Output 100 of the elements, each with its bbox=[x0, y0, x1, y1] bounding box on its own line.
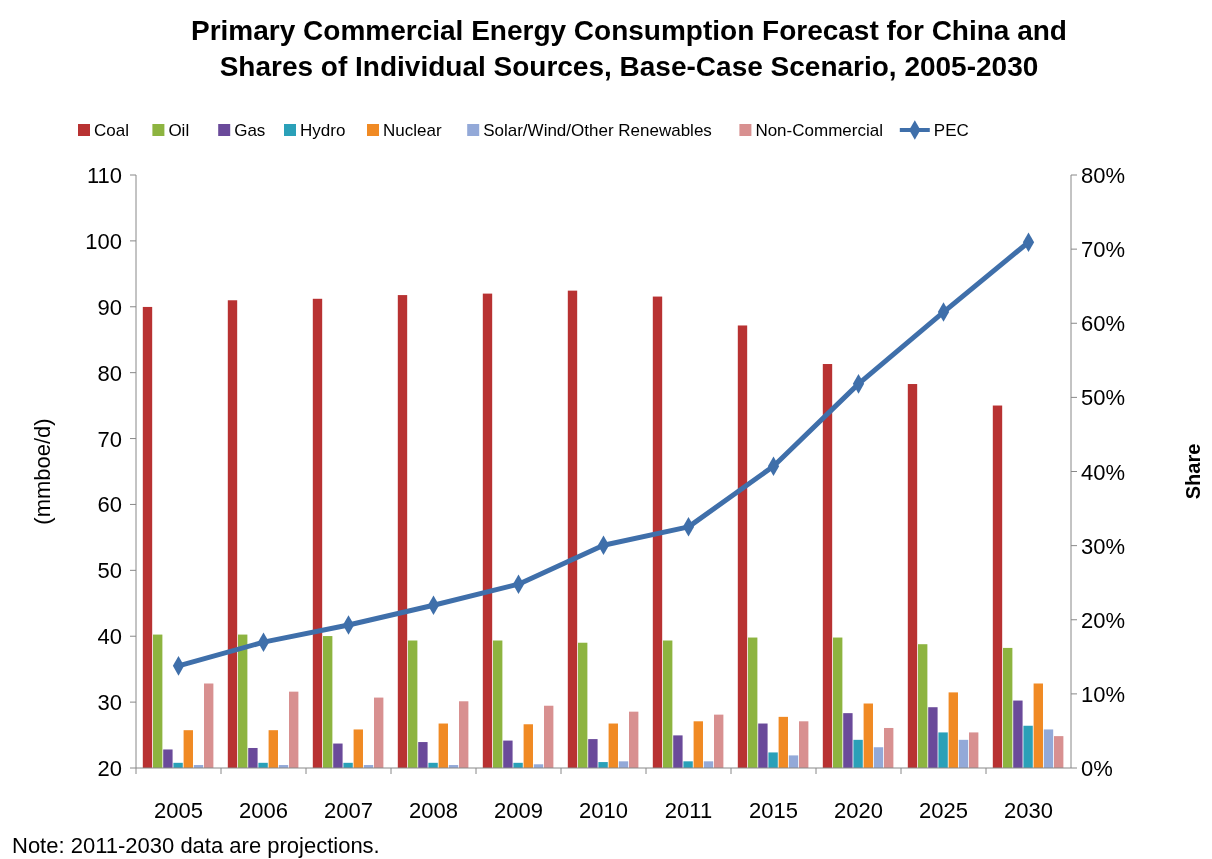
bar bbox=[822, 364, 833, 768]
y-tick-label: 30 bbox=[97, 690, 122, 716]
x-tick-label: 2025 bbox=[919, 798, 968, 823]
bar bbox=[693, 721, 703, 768]
bar bbox=[938, 732, 948, 768]
y2-tick-label: 70% bbox=[1081, 237, 1126, 263]
legend-label: Gas bbox=[234, 121, 266, 140]
y2-tick-label: 50% bbox=[1081, 385, 1126, 411]
bar bbox=[969, 732, 979, 768]
bar bbox=[673, 735, 683, 768]
y-tick-label: 20 bbox=[97, 756, 122, 781]
bar bbox=[503, 740, 513, 768]
bar bbox=[142, 306, 153, 768]
bar bbox=[333, 743, 343, 768]
bar bbox=[567, 290, 578, 768]
y2-tick-label: 40% bbox=[1081, 459, 1126, 485]
y-tick-label: 40 bbox=[97, 624, 122, 650]
bar bbox=[397, 295, 408, 768]
bar bbox=[268, 730, 278, 768]
bar bbox=[1003, 647, 1013, 768]
y2-tick-label: 60% bbox=[1081, 311, 1126, 337]
bar bbox=[928, 707, 938, 768]
bar bbox=[768, 752, 778, 768]
legend-label: Coal bbox=[94, 121, 129, 140]
bar bbox=[788, 755, 799, 768]
bar bbox=[289, 691, 299, 768]
bar bbox=[408, 640, 418, 768]
bar bbox=[578, 642, 588, 768]
bar bbox=[163, 749, 173, 768]
bar bbox=[853, 739, 863, 768]
bar bbox=[204, 683, 214, 768]
bar bbox=[873, 747, 884, 768]
y2-axis-title: Share bbox=[1182, 443, 1204, 500]
bar bbox=[958, 739, 969, 768]
x-tick-label: 2008 bbox=[409, 798, 458, 823]
bar bbox=[183, 730, 193, 768]
bar bbox=[374, 697, 384, 768]
legend-label: Oil bbox=[168, 121, 190, 140]
y2-tick-label: 0% bbox=[1081, 756, 1113, 781]
legend-label: PEC bbox=[933, 121, 969, 140]
y-tick-label: 100 bbox=[85, 228, 122, 254]
bar bbox=[884, 727, 894, 768]
bar bbox=[544, 705, 554, 768]
bar bbox=[482, 293, 493, 768]
y2-tick-label: 80% bbox=[1081, 163, 1126, 188]
bar bbox=[907, 384, 918, 768]
y2-tick-label: 20% bbox=[1081, 607, 1126, 633]
bar bbox=[523, 724, 533, 768]
bar bbox=[353, 729, 363, 768]
bar bbox=[652, 296, 663, 768]
bar bbox=[737, 325, 748, 768]
y-tick-label: 110 bbox=[86, 163, 122, 188]
bar bbox=[438, 723, 448, 768]
y2-tick-label: 10% bbox=[1081, 681, 1126, 707]
bar bbox=[1023, 725, 1033, 768]
y-tick-label: 60 bbox=[97, 492, 122, 518]
text: Note: 2011-2030 data are projections. bbox=[12, 833, 380, 858]
x-tick-label: 2010 bbox=[579, 798, 628, 823]
bar bbox=[227, 300, 238, 768]
bar bbox=[778, 716, 788, 768]
bar bbox=[608, 723, 618, 768]
bar bbox=[238, 634, 248, 768]
bar bbox=[863, 703, 873, 768]
y-tick-label: 80 bbox=[97, 360, 122, 386]
bar bbox=[748, 637, 758, 768]
bar bbox=[248, 747, 258, 768]
bar bbox=[1054, 736, 1064, 768]
x-tick-label: 2011 bbox=[664, 798, 713, 823]
bar bbox=[418, 742, 428, 768]
bar bbox=[992, 405, 1003, 768]
bar bbox=[799, 721, 809, 768]
bar bbox=[323, 636, 333, 768]
y-tick-label: 70 bbox=[97, 426, 122, 452]
legend-label: Nuclear bbox=[383, 121, 442, 140]
bar bbox=[948, 692, 958, 768]
bar bbox=[629, 711, 639, 768]
bar bbox=[1033, 683, 1043, 768]
bar bbox=[153, 634, 163, 768]
x-tick-label: 2015 bbox=[749, 798, 798, 823]
bar bbox=[459, 701, 469, 768]
legend-label: Solar/Wind/Other Renewables bbox=[483, 121, 712, 140]
bar bbox=[1013, 700, 1023, 768]
bar bbox=[918, 644, 928, 768]
x-tick-label: 2030 bbox=[1004, 798, 1053, 823]
bar bbox=[758, 723, 768, 768]
bar bbox=[588, 739, 598, 768]
bar bbox=[833, 637, 843, 768]
x-tick-label: 2020 bbox=[834, 798, 883, 823]
x-tick-label: 2007 bbox=[324, 798, 373, 823]
y-axis-title: (mmboe/d) bbox=[30, 418, 55, 525]
x-tick-label: 2009 bbox=[494, 798, 543, 823]
bar bbox=[683, 761, 693, 768]
bar bbox=[312, 298, 323, 768]
bar bbox=[493, 640, 503, 768]
bar bbox=[714, 714, 724, 768]
bar bbox=[663, 640, 673, 768]
x-tick-label: 2005 bbox=[154, 798, 203, 823]
bar bbox=[1043, 729, 1054, 768]
x-tick-label: 2006 bbox=[239, 798, 288, 823]
y-tick-label: 90 bbox=[97, 294, 122, 320]
